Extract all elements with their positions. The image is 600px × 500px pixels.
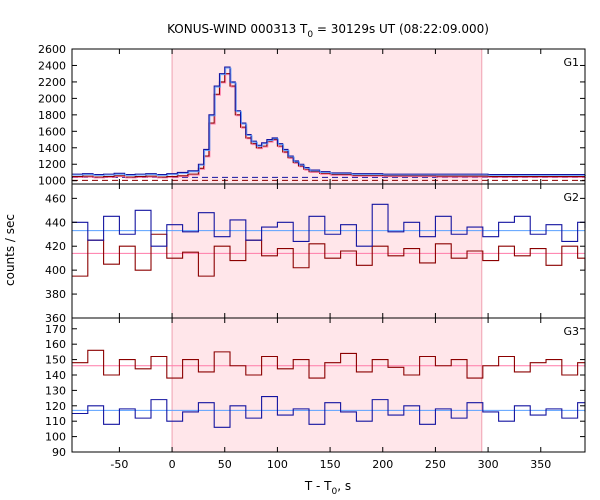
x-axis-label-prefix: T - T	[304, 479, 332, 493]
x-tick-label: -50	[110, 458, 128, 471]
x-tick-label: 250	[425, 458, 446, 471]
y-tick-label: 90	[52, 446, 66, 459]
y-tick-label: 2200	[38, 76, 66, 89]
x-tick-label: 50	[218, 458, 232, 471]
highlight-region	[172, 184, 482, 318]
y-tick-label: 100	[45, 431, 66, 444]
x-axis-label: T - T0, s	[304, 479, 351, 497]
series-fit-curve-2	[73, 67, 586, 176]
highlight-region	[172, 49, 482, 184]
x-tick-label: 0	[169, 458, 176, 471]
panel-label: G1	[563, 56, 579, 69]
y-tick-label: 400	[45, 264, 66, 277]
y-tick-label: 1600	[38, 125, 66, 138]
y-tick-label: 2600	[38, 43, 66, 56]
y-tick-label: 1800	[38, 109, 66, 122]
y-tick-label: 120	[45, 400, 66, 413]
y-tick-label: 440	[45, 216, 66, 229]
panel-frame	[71, 317, 586, 453]
panel-label: G3	[563, 325, 579, 338]
y-tick-label: 360	[45, 312, 66, 325]
x-axis-label-sub: 0	[332, 487, 338, 497]
x-tick-label: 200	[372, 458, 393, 471]
y-tick-label: 380	[45, 288, 66, 301]
y-tick-label: 130	[45, 384, 66, 397]
highlight-region	[172, 318, 482, 452]
x-axis-label-suffix: , s	[337, 479, 351, 493]
y-tick-label: 2000	[38, 92, 66, 105]
x-tick-label: 100	[267, 458, 288, 471]
panels-group: 100012001400160018002000220024002600G136…	[38, 43, 586, 471]
y-tick-label: 460	[45, 192, 66, 205]
y-tick-label: 160	[45, 338, 66, 351]
chart-title-prefix: KONUS-WIND 000313 T	[167, 22, 308, 36]
y-tick-label: 170	[45, 323, 66, 336]
series-line-1	[72, 73, 585, 178]
x-tick-label: 350	[530, 458, 551, 471]
y-tick-label: 140	[45, 369, 66, 382]
y-tick-label: 1200	[38, 158, 66, 171]
y-axis-label: counts / sec	[3, 214, 17, 286]
y-tick-label: 150	[45, 354, 66, 367]
y-tick-label: 2400	[38, 59, 66, 72]
series-line-2	[72, 66, 585, 176]
chart-title-suffix: = 30129s UT (08:22:09.000)	[313, 22, 489, 36]
series-line-1	[72, 349, 586, 379]
y-tick-label: 420	[45, 240, 66, 253]
x-tick-label: 300	[478, 458, 499, 471]
panel-g3: 90 100 110 120 130 140 150 160 170 G3 -50 0 50 100 150…	[45, 317, 586, 471]
chart-title-sub: 0	[307, 30, 313, 40]
series-fit-curve-1	[73, 74, 586, 179]
y-tick-label: 1000	[38, 175, 66, 188]
x-tick-label: 150	[320, 458, 341, 471]
y-tick-label: 1400	[38, 142, 66, 155]
series-line-2	[72, 396, 586, 428]
panel-g1: 1000 1200 1400 1600 1800 2000 2200 2400 2600 G1	[38, 43, 586, 188]
chart-title: KONUS-WIND 000313 T0 = 30129s UT (08:22:…	[167, 22, 489, 40]
y-tick-label: 110	[45, 415, 66, 428]
panel-label: G2	[563, 191, 579, 204]
series-line-2	[72, 203, 586, 247]
